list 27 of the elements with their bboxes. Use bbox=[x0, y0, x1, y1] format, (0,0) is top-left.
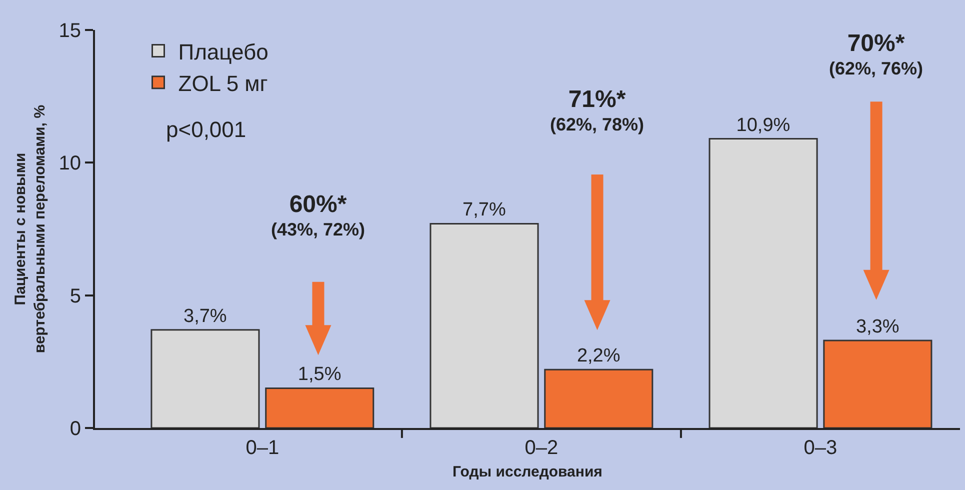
data-label: 1,5% bbox=[298, 364, 342, 386]
data-label: 3,7% bbox=[184, 306, 227, 327]
x-tick-label: 0–3 bbox=[804, 437, 838, 459]
y-tick-label: 10 bbox=[58, 152, 81, 175]
legend-label: ZOL 5 мг bbox=[178, 70, 268, 96]
data-label: 10,9% bbox=[736, 114, 790, 136]
bar bbox=[150, 329, 260, 428]
annotation: 70%* (62%, 76%) bbox=[829, 30, 924, 78]
x-axis-title: Годы исследования bbox=[452, 464, 602, 480]
annotation: p<0,001 bbox=[166, 117, 246, 142]
legend-label: Плацебо bbox=[178, 39, 268, 64]
y-axis-title: Пациенты с новыми вертебральными переломами, % bbox=[12, 104, 48, 354]
y-tick-label: 0 bbox=[70, 418, 81, 440]
bar bbox=[265, 387, 374, 428]
x-tick-label: 0–1 bbox=[246, 437, 280, 459]
bar bbox=[823, 340, 932, 428]
annotation: 60%* (43%, 72%) bbox=[271, 191, 366, 240]
bar bbox=[430, 222, 539, 428]
data-label: 7,7% bbox=[462, 200, 506, 221]
bar bbox=[708, 138, 818, 428]
x-tick-label: 0–2 bbox=[524, 437, 558, 459]
data-label: 2,2% bbox=[576, 346, 620, 367]
data-label: 3,3% bbox=[856, 316, 900, 338]
annotation: 71%* (62%, 78%) bbox=[550, 86, 644, 134]
y-tick-label: 5 bbox=[70, 285, 81, 308]
y-tick-label: 15 bbox=[58, 20, 81, 42]
bar bbox=[544, 368, 654, 428]
